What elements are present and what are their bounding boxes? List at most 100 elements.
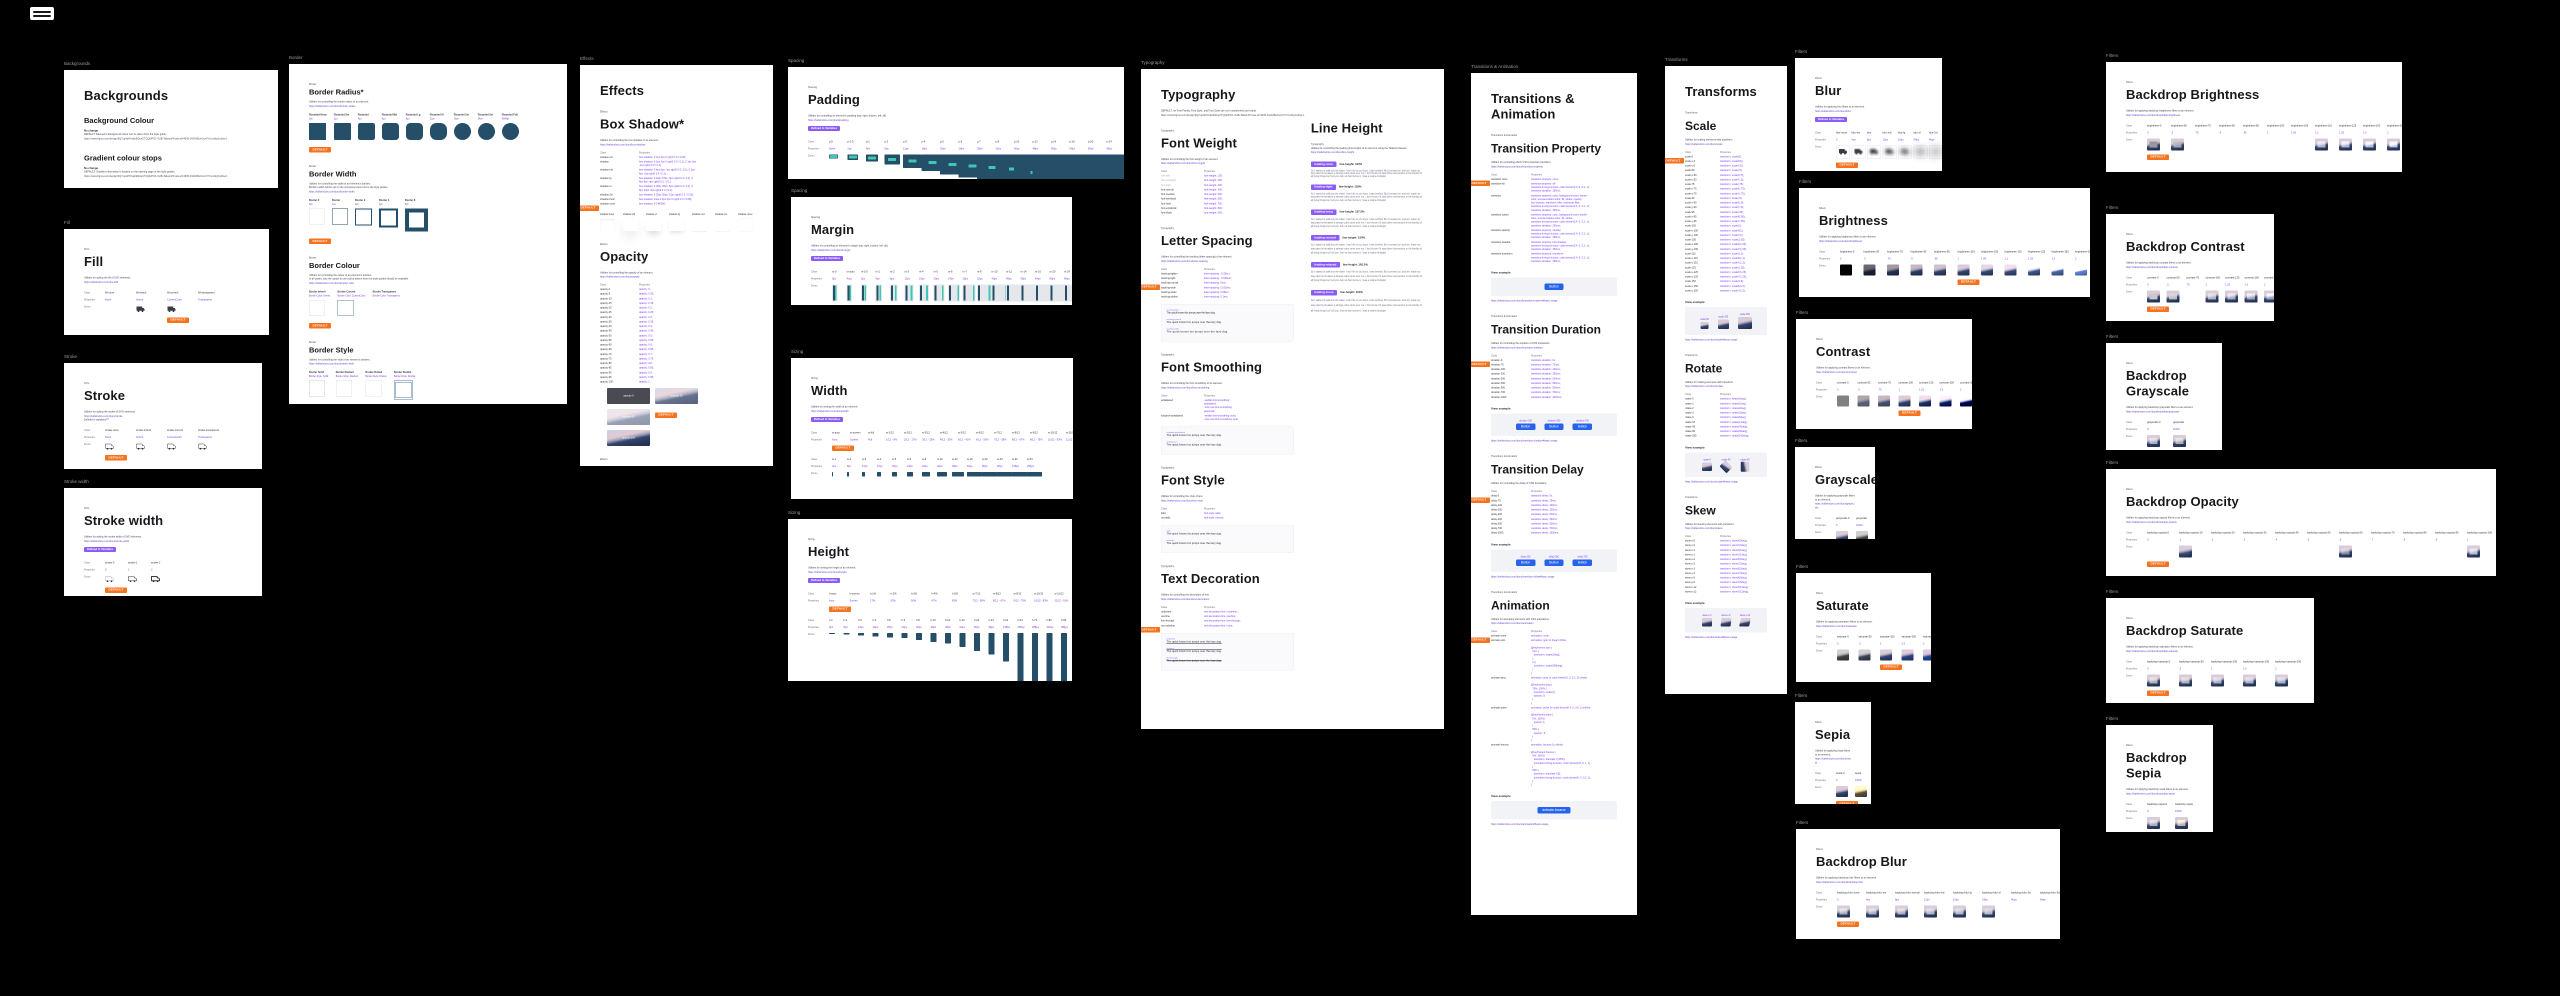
doc-link[interactable]: https://tailwindcss.com/docs/contrast bbox=[1816, 370, 1857, 374]
class-name: opacity-65 bbox=[600, 348, 612, 352]
doc-link[interactable]: https://tailwindcss.com/docs/brightness bbox=[1819, 239, 1863, 243]
doc-link[interactable]: https://tailwindcss.com/docs/line-height bbox=[1310, 151, 1355, 154]
example-button[interactable]: Button bbox=[1544, 559, 1564, 566]
card-transitions[interactable]: Transitions & Animation Transitions & Ani… bbox=[1471, 73, 1637, 915]
example-button[interactable]: animate-bounce bbox=[1537, 807, 1571, 814]
doc-link[interactable]: https://tailwindcss.com/docs/font-weight bbox=[1161, 162, 1205, 165]
example-button[interactable]: Button bbox=[1572, 559, 1593, 566]
card-saturate[interactable]: Filters Saturate Utilities for applying sa… bbox=[1796, 573, 1931, 682]
doc-link[interactable]: https://tailwindcss.com/docs/font-style bbox=[1161, 499, 1203, 503]
doc-link[interactable]: https://tailwindcss.com/docs/text-decora… bbox=[1161, 597, 1210, 601]
doc-link[interactable]: https://tailwindcss.com/docs/sepia bbox=[1815, 757, 1851, 765]
doc-link[interactable]: https://tailwindcss.com/docs/stroke-widt… bbox=[84, 539, 130, 543]
doc-link[interactable]: https://tailwindcss.com/docs/transition-… bbox=[1491, 575, 1555, 579]
doc-link[interactable]: https://www.figma.com/design/9Q7cqAdHVsa… bbox=[84, 174, 228, 178]
card-backdrop-blur[interactable]: Filters Backdrop Blur Utilities for applyi… bbox=[1796, 829, 2060, 939]
doc-link[interactable]: https://tailwindcss.com/docs/rotate bbox=[1685, 385, 1724, 389]
doc-link[interactable]: https://tailwindcss.com/docs/padding bbox=[808, 118, 849, 122]
card-contrast[interactable]: Filters Contrast Utilities for applying co… bbox=[1796, 319, 1972, 429]
doc-link[interactable]: https://tailwindcss.com/docs/scale#basic… bbox=[1685, 338, 1738, 342]
card-backdrop-opacity[interactable]: Filters Backdrop Opacity Utilities for app… bbox=[2106, 469, 2496, 576]
doc-link[interactable]: https://tailwindcss.com/docs/saturate bbox=[1816, 624, 1857, 628]
property-value: transform: skewX(1deg); bbox=[1720, 548, 1748, 552]
doc-link[interactable]: https://tailwindcss.com/docs/height bbox=[808, 570, 847, 574]
prop-value: .9 bbox=[1910, 257, 1913, 261]
card-typography[interactable]: Typography DEFAULT: for Font Family, Font… bbox=[1141, 69, 1444, 729]
card-padding[interactable]: Spacing Padding Utilities for controlling … bbox=[788, 67, 1124, 179]
doc-link[interactable]: https://tailwindcss.com/docs/letter-spac… bbox=[1161, 259, 1208, 263]
example-button[interactable]: Button bbox=[1544, 423, 1564, 430]
doc-link[interactable]: https://tailwindcss.com/docs/backdrop-bl… bbox=[1816, 880, 1863, 884]
card-grayscale[interactable]: Filters Grayscale Utilities for applying g… bbox=[1795, 447, 1875, 539]
doc-link[interactable]: https://tailwindcss.com/docs/transition-… bbox=[1491, 346, 1543, 350]
doc-link[interactable]: https://tailwindcss.com/docs/backdrop-br… bbox=[2126, 113, 2181, 117]
doc-link[interactable]: https://www.figma.com/design/9Q7cqAdHVsa… bbox=[1161, 113, 1305, 117]
doc-link[interactable]: https://tailwindcss.com/docs/margin bbox=[811, 248, 851, 252]
doc-link[interactable]: https://tailwindcss.com/docs/box-shadow bbox=[600, 143, 646, 147]
card-effects[interactable]: Effects Effects Box Shadow* Utilities for c… bbox=[580, 65, 773, 466]
doc-link[interactable]: https://tailwindcss.com/docs/animation bbox=[1491, 622, 1534, 625]
card-backdrop-saturate[interactable]: Filters Backdrop Saturate Utilities for ap… bbox=[2106, 598, 2314, 703]
class-name: backdrop-opacity-10 bbox=[2179, 531, 2203, 535]
card-backdrop-brightness[interactable]: Filters Backdrop Brightness Utilities for … bbox=[2106, 62, 2402, 172]
demo-frost-pane bbox=[2175, 437, 2184, 444]
card-stroke[interactable]: SVG Stroke Utilities for styling the strok… bbox=[64, 363, 262, 469]
doc-link[interactable]: https://tailwindcss.com/docs/transition-… bbox=[1491, 165, 1543, 169]
card-transforms[interactable]: Transforms Transforms Scale Utilities for s… bbox=[1665, 66, 1787, 694]
doc-link[interactable]: https://tailwindcss.com/docs/backdrop-co… bbox=[2126, 265, 2178, 269]
example-button[interactable]: Button bbox=[1515, 559, 1536, 566]
prop-value: .5 bbox=[2166, 283, 2169, 287]
doc-link[interactable]: https://tailwindcss.com/docs/backdrop-op… bbox=[2126, 520, 2177, 524]
doc-link[interactable]: https://tailwindcss.com/docs/stroke bbox=[84, 414, 123, 418]
doc-link[interactable]: https://tailwindcss.com/docs/font-smooth… bbox=[1161, 386, 1210, 390]
prop-value: 0 bbox=[1836, 138, 1838, 142]
class-name: p-4 bbox=[921, 140, 926, 144]
doc-link[interactable]: https://tailwindcss.com/docs/opacity bbox=[600, 275, 640, 279]
card-margin[interactable]: Spacing Margin Utilities for controlling a… bbox=[791, 197, 1072, 305]
example-button[interactable]: Button bbox=[1544, 283, 1564, 290]
demo-frost-pane bbox=[1984, 908, 1993, 915]
prop-value: 1.25 bbox=[2225, 283, 2231, 287]
doc-link[interactable]: https://tailwindcss.com/docs/rotate#basi… bbox=[1685, 480, 1738, 484]
doc-link[interactable]: https://tailwindcss.com/docs/scale bbox=[1685, 142, 1723, 146]
card-sepia[interactable]: Filters Sepia Utilities for applying sepia… bbox=[1795, 702, 1871, 804]
doc-link[interactable]: https://tailwindcss.com/docs/border-styl… bbox=[309, 362, 354, 366]
swatch-item: Border Double Border-Style: Double; bbox=[393, 371, 416, 400]
card-fill[interactable]: SVG Fill Utilities for styling the fill of… bbox=[64, 229, 269, 335]
card-backgrounds[interactable]: Backgrounds Background Colour No change DEF… bbox=[64, 70, 278, 188]
doc-link[interactable]: https://tailwindcss.com/docs/animation#b… bbox=[1491, 823, 1549, 827]
example-button[interactable]: Button bbox=[1572, 423, 1593, 430]
doc-link[interactable]: https://tailwindcss.com/docs/backdrop-sa… bbox=[2126, 649, 2178, 653]
card-backdrop-grayscale[interactable]: Filters Backdrop Grayscale Utilities for a… bbox=[2106, 343, 2222, 450]
doc-link[interactable]: https://tailwindcss.com/docs/skew bbox=[1685, 527, 1723, 531]
card-backdrop-contrast[interactable]: Filters Backdrop Contrast Utilities for ap… bbox=[2106, 214, 2274, 321]
doc-link[interactable]: https://tailwindcss.com/docs/backdrop-se… bbox=[2126, 792, 2175, 796]
doc-link[interactable]: https://tailwindcss.com/docs/width bbox=[811, 409, 849, 413]
card-width[interactable]: Sizing Width Utilities for setting the wid… bbox=[791, 358, 1073, 499]
table-row: DEFAULT duration-0 transition-duration: 0s… bbox=[1471, 359, 1617, 367]
app-logo-icon[interactable] bbox=[30, 7, 54, 20]
doc-link[interactable]: https://tailwindcss.com/docs/border-widt… bbox=[309, 190, 355, 194]
card-stroke-width[interactable]: SVG Stroke width Utilities for styling the… bbox=[64, 488, 262, 596]
card-border[interactable]: Border Border Radius* Utilities for contro… bbox=[289, 64, 567, 404]
doc-link[interactable]: https://tailwindcss.com/docs/transition-… bbox=[1491, 299, 1558, 303]
prop-value: 8px bbox=[1895, 898, 1900, 902]
doc-link[interactable]: https://tailwindcss.com/docs/grayscale bbox=[1815, 502, 1855, 510]
example-button[interactable]: Button bbox=[1515, 423, 1536, 430]
doc-link[interactable]: https://tailwindcss.com/docs/backdrop-gr… bbox=[2126, 410, 2180, 414]
doc-link[interactable]: https://tailwindcss.com/docs/blur bbox=[1815, 109, 1851, 113]
card-height[interactable]: Sizing Height Utilities for setting the he… bbox=[788, 519, 1072, 681]
card-backdrop-sepia[interactable]: Filters Backdrop Sepia Utilities for apply… bbox=[2106, 725, 2213, 832]
doc-link[interactable]: https://tailwindcss.com/docs/fill bbox=[84, 280, 119, 284]
card-brightness[interactable]: Filters Brightness Utilities for applying … bbox=[1799, 188, 2090, 297]
line-height-block: leading-normal line-height: 150% So I star… bbox=[1310, 235, 1424, 255]
doc-link[interactable]: https://tailwindcss.com/docs/border-radi… bbox=[309, 104, 356, 108]
doc-link[interactable]: https://tailwindcss.com/docs/transition-… bbox=[1491, 439, 1558, 443]
doc-link[interactable]: https://tailwindcss.com/docs/border-colo… bbox=[309, 281, 355, 285]
card-blur[interactable]: Filters Blur Utilities for applying blur f… bbox=[1795, 58, 1942, 171]
doc-link[interactable]: https://www.figma.com/design/9Q7cqAdHVsa… bbox=[84, 137, 228, 141]
column-header-class: Class bbox=[1491, 354, 1497, 358]
doc-link[interactable]: https://tailwindcss.com/docs/skew#basic-… bbox=[1685, 636, 1738, 640]
property-value: transition-duration: 75ms; bbox=[1531, 363, 1560, 367]
